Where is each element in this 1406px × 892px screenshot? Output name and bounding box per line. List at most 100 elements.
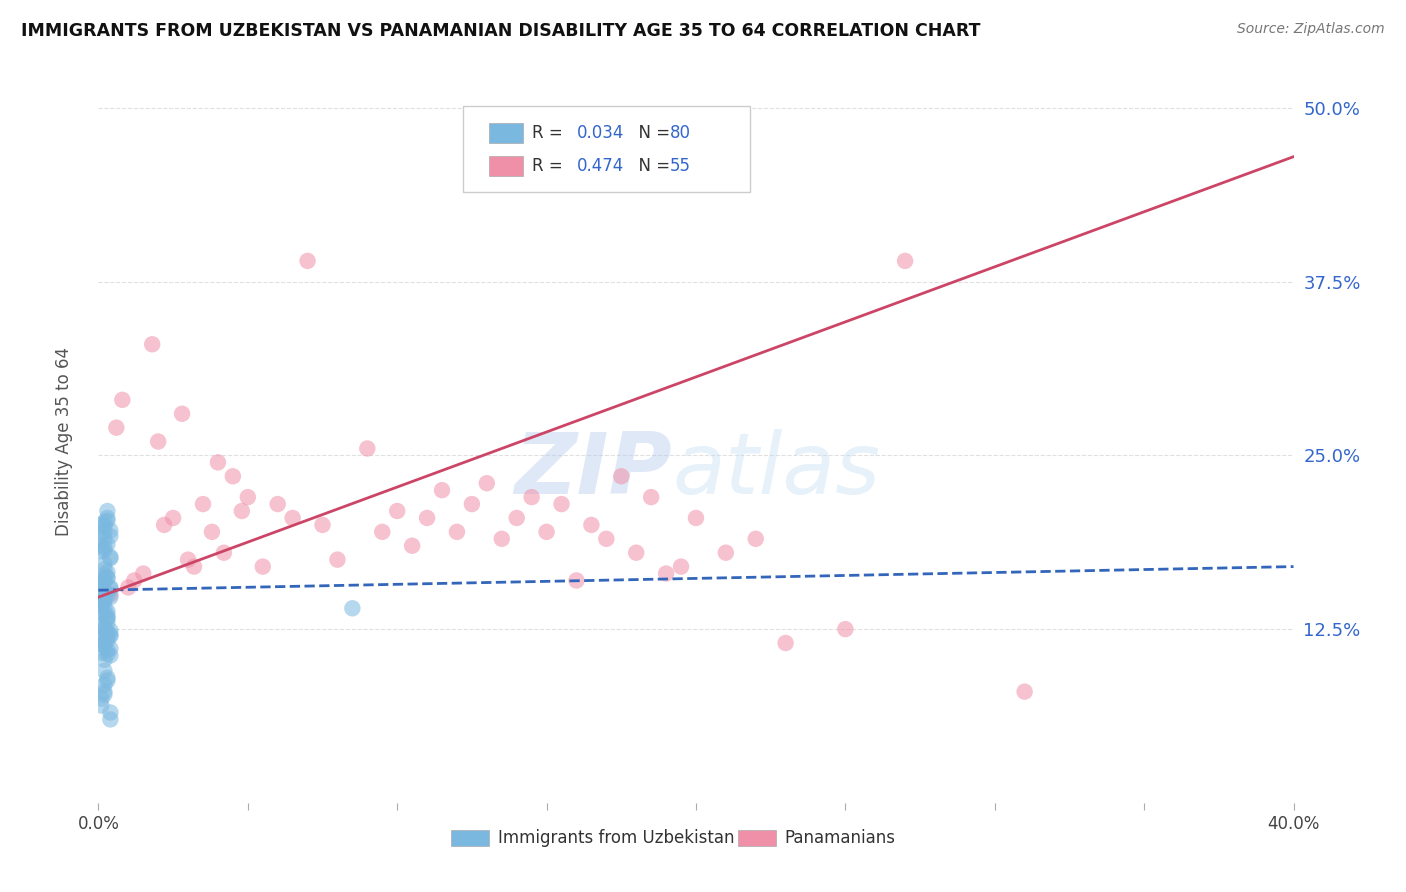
Point <box>93 678 115 692</box>
Point <box>267 497 290 511</box>
Point <box>93 519 115 533</box>
Point <box>96 511 118 525</box>
Point <box>96 537 118 551</box>
Bar <box>451 830 489 847</box>
Point <box>610 469 633 483</box>
Text: ZIP: ZIP <box>515 429 672 512</box>
Point <box>93 524 115 539</box>
Point <box>98 590 122 604</box>
Point <box>520 490 543 504</box>
Point <box>98 529 122 543</box>
Point <box>98 641 122 656</box>
Point <box>371 524 394 539</box>
Point <box>98 551 122 566</box>
Text: 0.474: 0.474 <box>576 157 624 175</box>
Text: 0.034: 0.034 <box>576 124 624 142</box>
Point <box>90 607 112 621</box>
Point <box>90 594 112 608</box>
Point <box>281 511 304 525</box>
Text: N =: N = <box>628 157 675 175</box>
Point <box>93 664 115 678</box>
Point <box>326 552 349 566</box>
Point <box>96 504 118 518</box>
Point <box>311 517 333 532</box>
Point <box>90 626 112 640</box>
Point <box>356 442 378 456</box>
Point <box>745 532 768 546</box>
Point <box>96 571 118 585</box>
Point <box>90 698 112 713</box>
Point <box>132 566 155 581</box>
Point <box>177 552 200 566</box>
Y-axis label: Disability Age 35 to 64: Disability Age 35 to 64 <box>55 347 73 536</box>
Point <box>191 497 214 511</box>
Point <box>212 546 235 560</box>
Point <box>93 653 115 667</box>
Point <box>93 639 115 653</box>
Text: Panamanians: Panamanians <box>785 830 896 847</box>
Point <box>342 601 364 615</box>
Point <box>98 582 122 596</box>
Point <box>96 604 118 618</box>
Point <box>93 634 115 648</box>
Point <box>96 615 118 630</box>
Point <box>90 574 112 588</box>
Point <box>98 648 122 663</box>
Point <box>1014 684 1036 698</box>
Point <box>90 526 112 541</box>
Point <box>669 559 692 574</box>
Point <box>172 407 194 421</box>
Point <box>90 599 112 613</box>
Point <box>640 490 662 504</box>
Point <box>90 576 112 591</box>
Text: 55: 55 <box>669 157 690 175</box>
Text: R =: R = <box>533 124 568 142</box>
Point <box>201 524 224 539</box>
Point <box>93 572 115 586</box>
Point <box>231 504 253 518</box>
Point <box>93 622 115 636</box>
Point <box>506 511 529 525</box>
Bar <box>738 830 776 847</box>
Text: atlas: atlas <box>672 429 880 512</box>
Text: R =: R = <box>533 157 568 175</box>
Point <box>96 624 118 639</box>
Point <box>222 469 245 483</box>
Point <box>98 581 122 595</box>
Point <box>98 587 122 601</box>
Point <box>90 577 112 591</box>
Point <box>93 591 115 606</box>
Point <box>93 593 115 607</box>
Point <box>98 628 122 642</box>
Bar <box>489 123 523 143</box>
Point <box>90 691 112 706</box>
Point <box>96 611 118 625</box>
Point <box>626 546 648 560</box>
Point <box>98 713 122 727</box>
Point <box>536 524 558 539</box>
Point <box>775 636 797 650</box>
Point <box>96 633 118 648</box>
Point <box>207 455 229 469</box>
Point <box>96 565 118 579</box>
Point <box>141 337 163 351</box>
Point <box>714 546 737 560</box>
Point <box>461 497 484 511</box>
Text: IMMIGRANTS FROM UZBEKISTAN VS PANAMANIAN DISABILITY AGE 35 TO 64 CORRELATION CHA: IMMIGRANTS FROM UZBEKISTAN VS PANAMANIAN… <box>21 22 980 40</box>
Point <box>565 574 588 588</box>
Point <box>93 601 115 615</box>
Point <box>894 253 917 268</box>
Point <box>401 539 423 553</box>
Point <box>105 420 128 434</box>
Point <box>96 514 118 528</box>
Point <box>252 559 274 574</box>
Point <box>93 562 115 576</box>
Point <box>96 608 118 623</box>
Point <box>98 706 122 720</box>
Point <box>96 647 118 661</box>
Point <box>90 517 112 532</box>
Point <box>93 540 115 554</box>
Point <box>124 574 146 588</box>
Point <box>98 624 122 638</box>
Point <box>655 566 678 581</box>
